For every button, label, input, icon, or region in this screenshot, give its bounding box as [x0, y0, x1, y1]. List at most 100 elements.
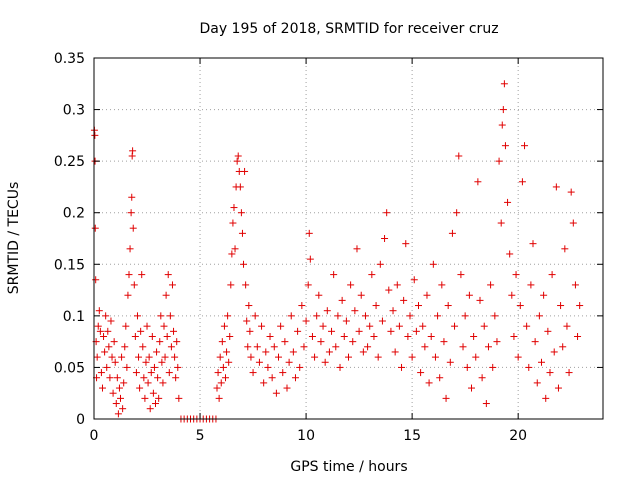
data-point — [400, 296, 408, 304]
data-point — [478, 374, 486, 382]
data-point — [557, 302, 565, 310]
data-point — [497, 219, 505, 227]
data-point — [525, 363, 533, 371]
data-point — [533, 379, 541, 387]
data-point — [328, 327, 336, 335]
data-point — [325, 348, 333, 356]
x-tick-label: 10 — [297, 428, 315, 444]
data-point — [118, 353, 126, 361]
data-point — [510, 332, 518, 340]
data-point — [105, 343, 113, 351]
data-point — [440, 338, 448, 346]
y-tick-label: 0.1 — [63, 309, 85, 325]
data-point — [152, 400, 160, 408]
data-point — [154, 374, 162, 382]
data-point — [117, 394, 125, 402]
data-point — [571, 281, 579, 289]
data-point — [107, 317, 115, 325]
data-point — [563, 322, 571, 330]
data-point — [231, 245, 239, 253]
data-point — [298, 302, 306, 310]
data-point — [283, 384, 291, 392]
data-point — [514, 353, 522, 361]
data-point — [308, 332, 316, 340]
data-point — [281, 338, 289, 346]
data-point — [419, 322, 427, 330]
data-point — [145, 353, 153, 361]
data-point — [131, 332, 139, 340]
data-point — [110, 338, 118, 346]
data-point — [491, 312, 499, 320]
data-point — [340, 332, 348, 340]
y-tick-label: 0.05 — [54, 360, 85, 376]
data-point — [353, 245, 361, 253]
y-tick-label: 0.35 — [54, 51, 85, 67]
data-point — [161, 353, 169, 361]
data-point — [91, 131, 99, 139]
data-point — [264, 363, 272, 371]
data-point — [125, 271, 133, 279]
data-point — [133, 312, 141, 320]
data-point — [347, 281, 355, 289]
data-point — [404, 332, 412, 340]
data-point — [108, 353, 116, 361]
data-point — [410, 276, 418, 284]
data-point — [215, 394, 223, 402]
x-tick-label: 5 — [196, 428, 205, 444]
data-point — [417, 369, 425, 377]
data-point — [258, 322, 266, 330]
data-point — [385, 286, 393, 294]
data-point — [302, 317, 310, 325]
data-point — [359, 348, 367, 356]
x-tick-label: 15 — [403, 428, 421, 444]
data-point — [103, 363, 111, 371]
data-point — [266, 332, 274, 340]
data-point — [218, 338, 226, 346]
data-point — [540, 291, 548, 299]
data-point — [296, 363, 304, 371]
data-point — [114, 410, 122, 418]
data-point — [139, 343, 147, 351]
data-point — [163, 332, 171, 340]
data-point — [101, 348, 109, 356]
data-point — [321, 358, 329, 366]
data-point — [537, 358, 545, 366]
data-point — [112, 400, 120, 408]
data-point — [313, 312, 321, 320]
data-point — [95, 307, 103, 315]
data-point — [224, 312, 232, 320]
data-point — [173, 338, 181, 346]
data-point — [113, 374, 121, 382]
data-point — [147, 369, 155, 377]
data-point — [487, 281, 495, 289]
data-point — [137, 327, 145, 335]
data-point — [414, 302, 422, 310]
data-point — [279, 369, 287, 377]
data-point — [146, 405, 154, 413]
data-point — [421, 343, 429, 351]
data-point — [234, 152, 242, 160]
data-point — [499, 106, 507, 114]
axis-ticks: 0 5 10 15 20 0 0.05 0.1 0.15 0.2 0.25 0.3 0.35 — [54, 51, 603, 444]
data-point — [529, 240, 537, 248]
data-point — [508, 291, 516, 299]
data-point — [230, 204, 238, 212]
data-point — [124, 291, 132, 299]
data-point — [93, 353, 101, 361]
data-point — [214, 369, 222, 377]
data-point — [240, 260, 248, 268]
data-point — [111, 358, 119, 366]
data-point — [357, 291, 365, 299]
data-point — [277, 322, 285, 330]
data-point — [217, 379, 225, 387]
data-point — [311, 353, 319, 361]
data-point — [567, 188, 575, 196]
data-point — [427, 332, 435, 340]
data-point — [219, 363, 227, 371]
y-tick-label: 0.15 — [54, 257, 85, 273]
data-point — [455, 152, 463, 160]
data-point — [332, 343, 340, 351]
y-tick-label: 0 — [76, 412, 85, 428]
data-point — [389, 307, 397, 315]
